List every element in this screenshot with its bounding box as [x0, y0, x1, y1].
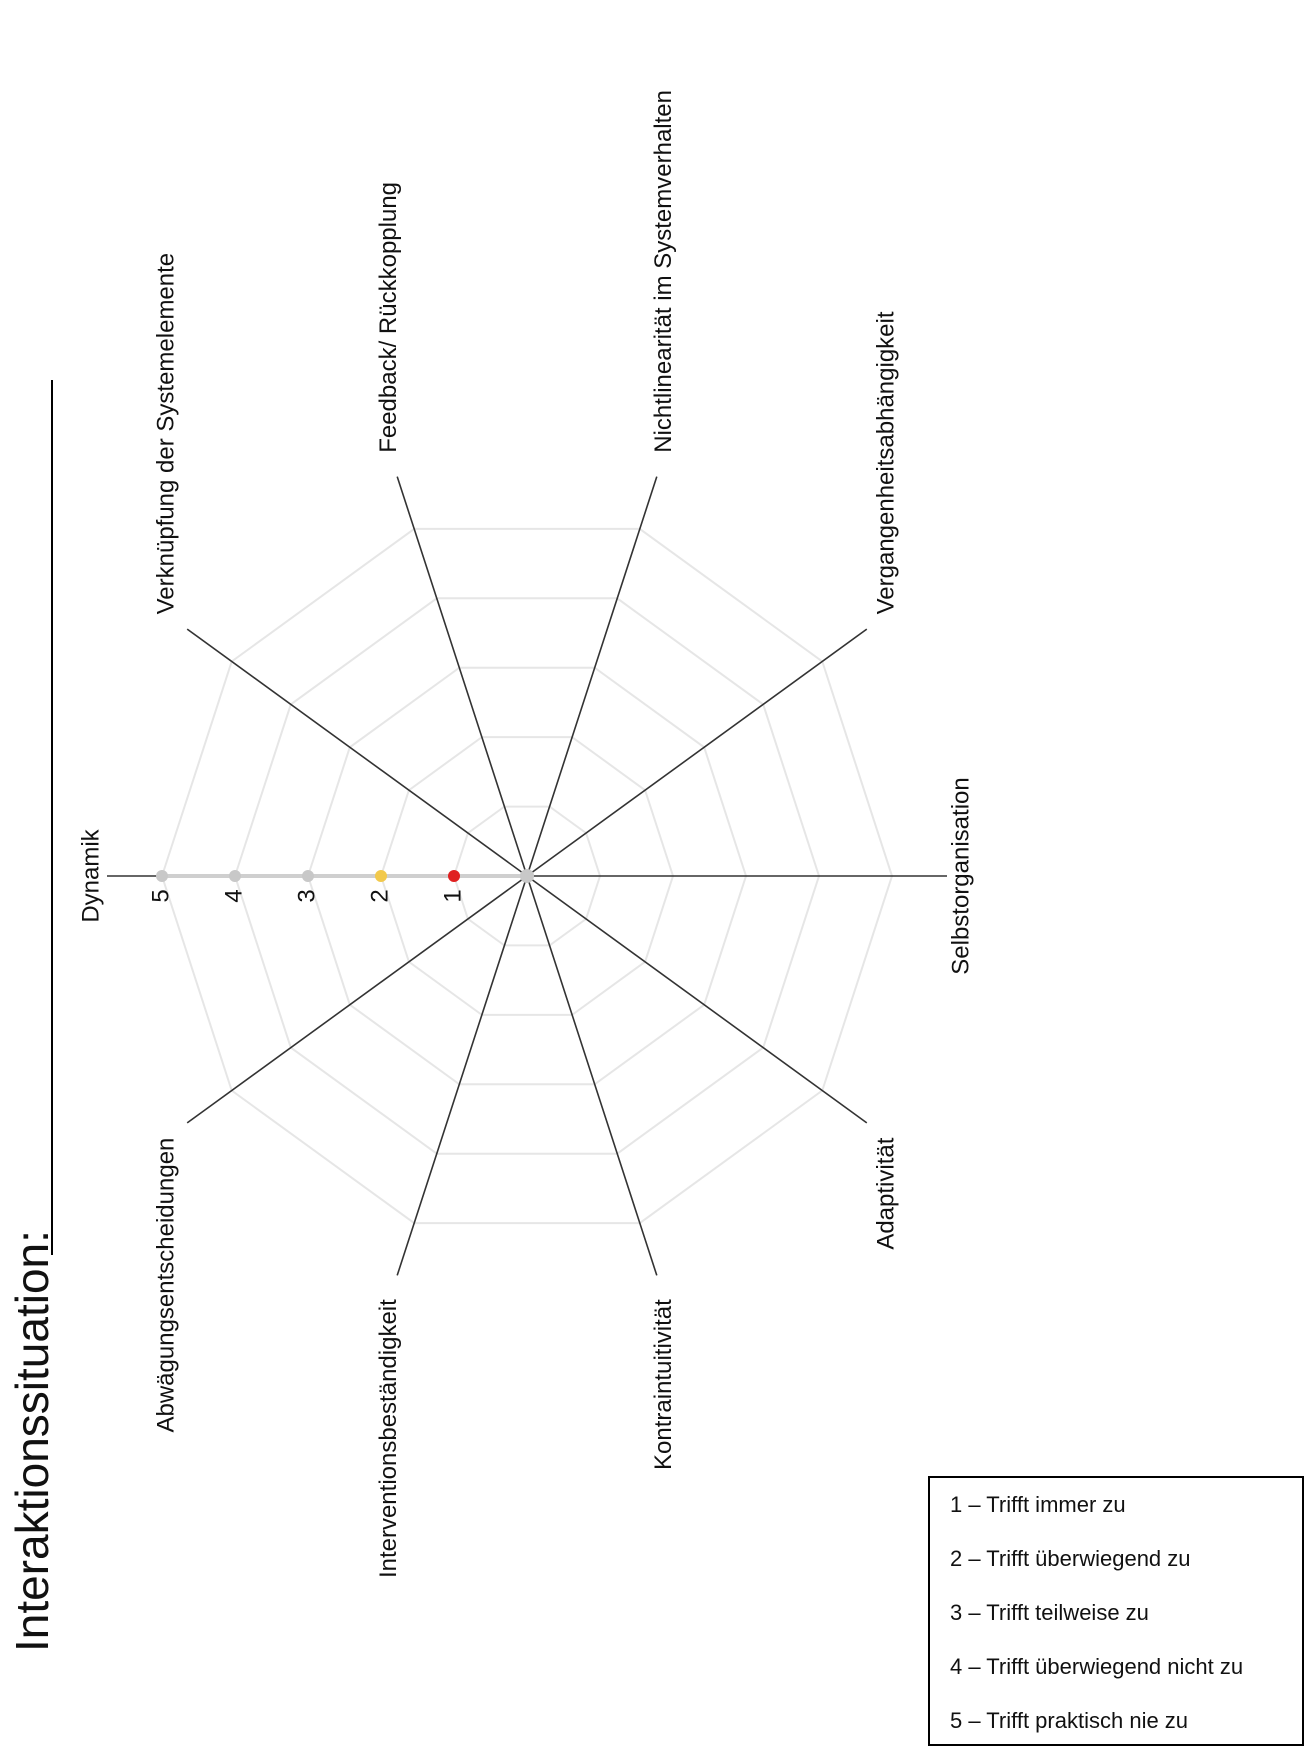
axis-label-5: Vergangenheitsabhängigkeit: [872, 311, 899, 614]
legend-item-2: 2 – Trifft überwiegend zu: [950, 1546, 1191, 1571]
scale-marker-1: [448, 870, 460, 882]
axis-label-2: Verknüpfung der Systemelemente: [152, 253, 179, 615]
axis-labels: Dynamik Verknüpfung der Systemelemente Fee…: [77, 90, 974, 1578]
axis-line-7: [526, 875, 868, 1124]
axis-line-10: [186, 875, 528, 1124]
legend-item-4: 4 – Trifft überwiegend nicht zu: [950, 1654, 1244, 1679]
tick-label-2: 2: [366, 889, 393, 902]
axis-label-4: Nichtlinearität im Systemverhalten: [650, 90, 677, 453]
tick-label-5: 5: [147, 889, 174, 902]
tick-label-3: 3: [293, 889, 320, 902]
scale-layer: 1 2 3 4 5: [147, 869, 534, 903]
axis-label-7: Adaptivität: [872, 1137, 899, 1249]
legend: 1 – Trifft immer zu 2 – Trifft überwiege…: [928, 1476, 1304, 1746]
legend-item-5: 5 – Trifft praktisch nie zu: [950, 1708, 1189, 1733]
axis-line-9: [396, 875, 528, 1276]
axis-line-8: [526, 875, 658, 1276]
page-title: Interaktionssituation:: [6, 1230, 58, 1652]
axis-label-8: Kontraintuitivität: [650, 1299, 677, 1470]
axis-line-4: [526, 476, 658, 877]
scale-marker-5: [156, 870, 168, 882]
tick-label-1: 1: [439, 889, 466, 902]
axis-label-3: Feedback/ Rückkopplung: [375, 182, 402, 453]
scale-marker-2: [375, 870, 387, 882]
legend-item-3: 3 – Trifft teilweise zu: [950, 1600, 1149, 1625]
scale-marker-4: [229, 870, 241, 882]
axis-line-5: [526, 628, 868, 877]
axis-line-2: [186, 628, 528, 877]
title-layer: Interaktionssituation:: [6, 380, 58, 1652]
axis-label-10: Abwägungsentscheidungen: [152, 1138, 179, 1433]
axis-label-1: Dynamik: [77, 828, 104, 922]
axis-label-6: Selbstorganisation: [947, 777, 974, 974]
tick-label-4: 4: [220, 889, 247, 902]
axis-label-9: Interventionsbeständigkeit: [375, 1299, 402, 1578]
center-marker: [520, 869, 534, 883]
scale-marker-3: [302, 870, 314, 882]
legend-item-1: 1 – Trifft immer zu: [950, 1492, 1126, 1517]
axis-line-3: [396, 476, 528, 877]
